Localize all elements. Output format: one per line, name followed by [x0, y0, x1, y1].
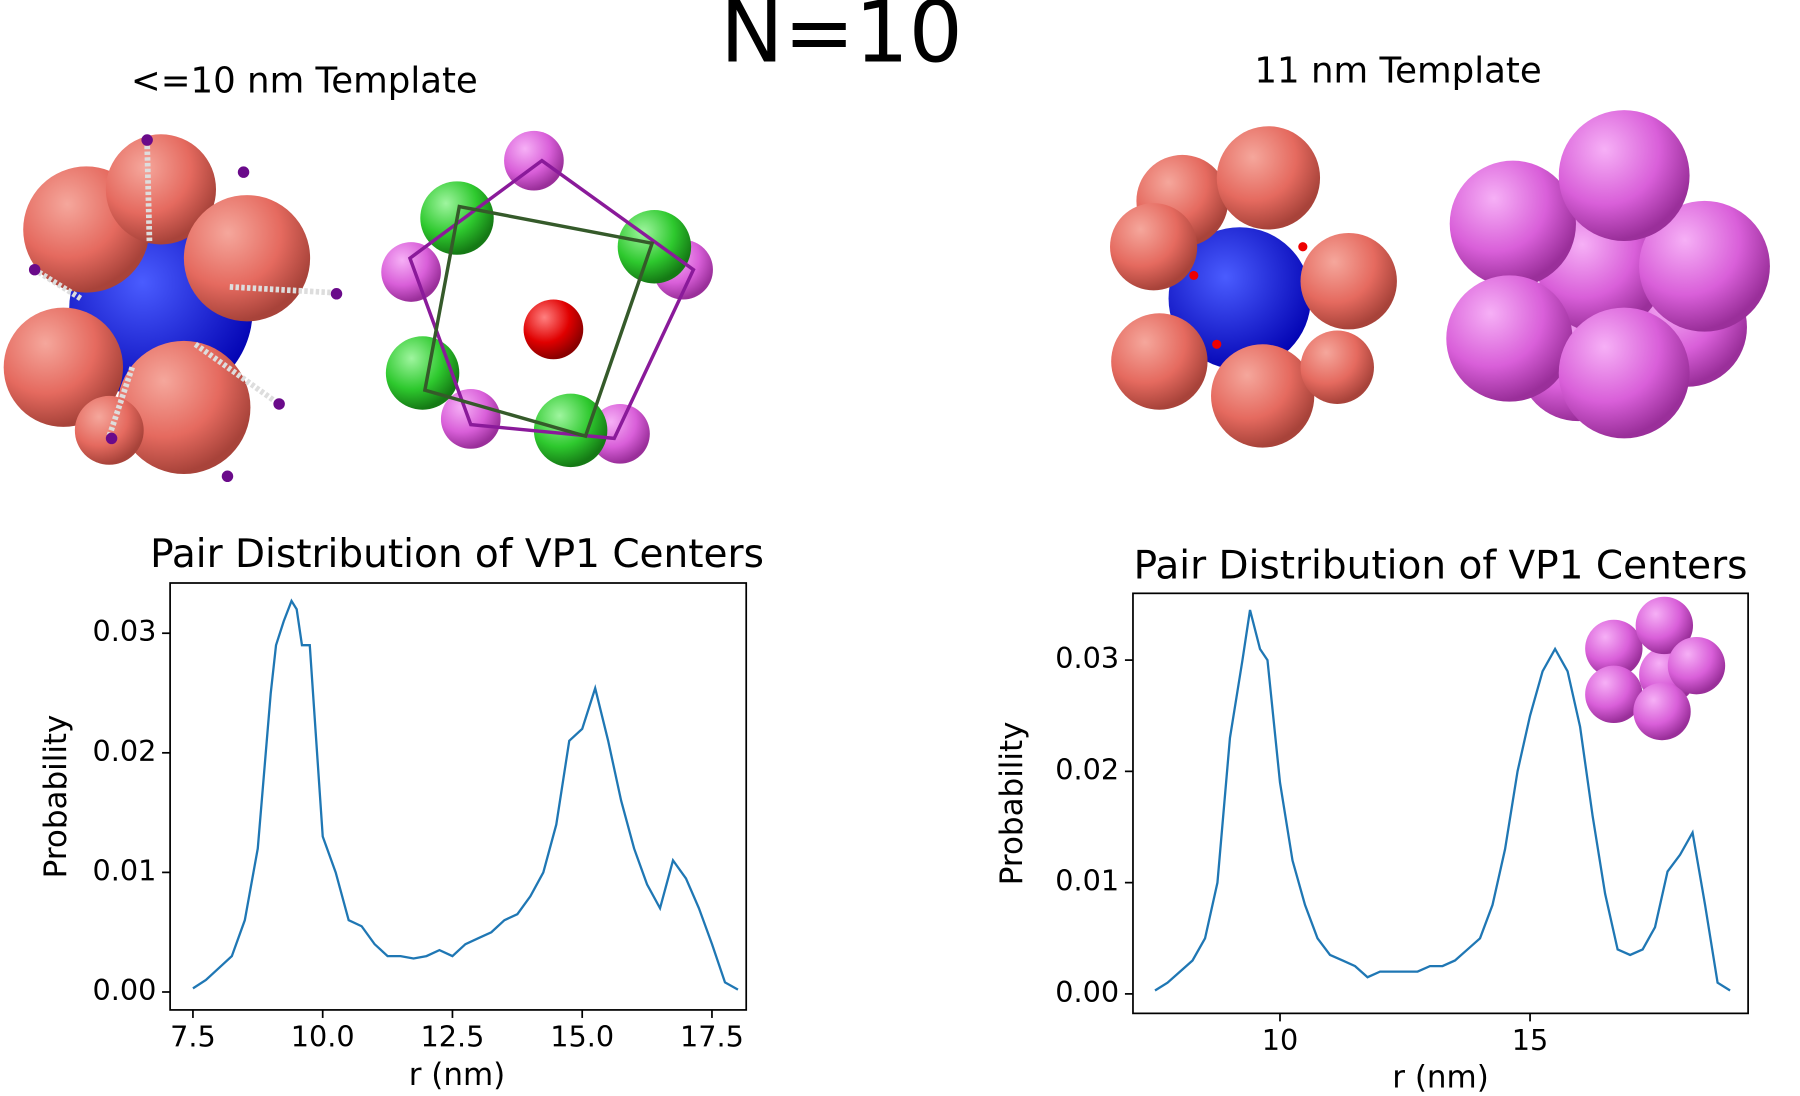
y-tick-label: 0.02: [1055, 752, 1119, 786]
data-line: [1154, 609, 1731, 992]
x-tick-label: 15: [1512, 1023, 1549, 1057]
y-tick-label: 0.01: [92, 853, 156, 887]
y-axis-label: Probability: [38, 715, 74, 879]
x-tick-label: 12.5: [421, 1020, 485, 1054]
x-axis-label: r (nm): [1392, 1059, 1489, 1095]
x-tick-label: 10.0: [291, 1020, 355, 1054]
chart-title: Pair Distribution of VP1 Centers: [150, 532, 764, 577]
y-axis-label: Probability: [994, 721, 1030, 885]
template-label: 11 nm Template: [1254, 50, 1541, 91]
data-line: [192, 598, 739, 991]
pentagon-diagram: [381, 130, 713, 468]
molecule-render: [3, 134, 343, 483]
x-tick-label: 15.0: [550, 1020, 614, 1054]
plot-frame: [1132, 592, 1749, 1015]
y-tick-label: 0.03: [1055, 641, 1119, 675]
y-tick-label: 0.02: [92, 734, 156, 768]
y-tick-label: 0.00: [92, 973, 156, 1007]
x-tick-label: 10: [1262, 1023, 1299, 1057]
template-label: <=10 nm Template: [131, 61, 478, 102]
x-tick-label: 17.5: [680, 1020, 744, 1054]
figure-title: N=10: [720, 0, 963, 82]
chart-title: Pair Distribution of VP1 Centers: [1134, 544, 1748, 589]
x-axis-label: r (nm): [409, 1057, 506, 1093]
inset-cluster: [1585, 596, 1726, 741]
x-tick-label: 7.5: [170, 1020, 216, 1054]
sphere-cluster: [1446, 110, 1770, 439]
y-tick-label: 0.03: [92, 614, 156, 648]
y-tick-label: 0.00: [1055, 975, 1119, 1009]
molecule-render: [1110, 126, 1397, 448]
plot-frame: [169, 582, 748, 1011]
y-tick-label: 0.01: [1055, 864, 1119, 898]
